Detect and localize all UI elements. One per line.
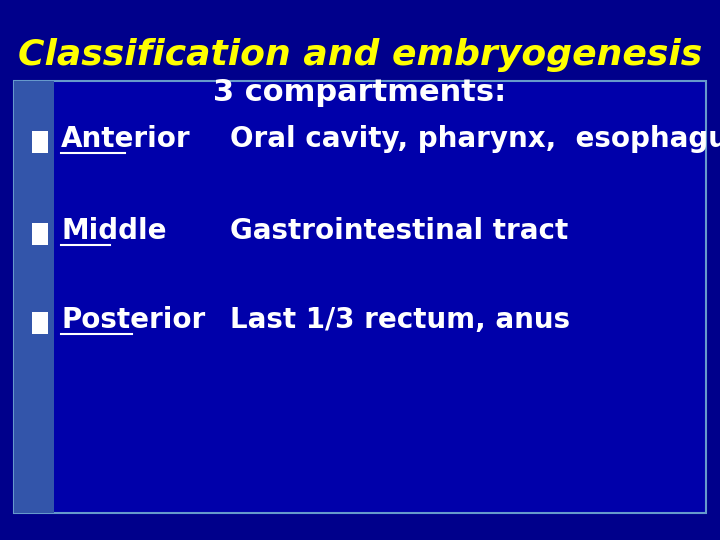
Text: Classification and embryogenesis: Classification and embryogenesis — [18, 38, 702, 72]
Bar — [32, 312, 48, 334]
Bar — [14, 81, 54, 513]
Text: 3 compartments:: 3 compartments: — [213, 78, 507, 107]
Text: Gastrointestinal tract: Gastrointestinal tract — [230, 217, 569, 245]
FancyBboxPatch shape — [14, 81, 706, 513]
Text: Oral cavity, pharynx,  esophagus: Oral cavity, pharynx, esophagus — [230, 125, 720, 153]
Text: Posterior: Posterior — [61, 306, 205, 334]
Bar — [32, 223, 48, 245]
Bar — [32, 131, 48, 153]
Text: Anterior: Anterior — [61, 125, 191, 153]
Text: Middle: Middle — [61, 217, 167, 245]
Text: Last 1/3 rectum, anus: Last 1/3 rectum, anus — [230, 306, 570, 334]
